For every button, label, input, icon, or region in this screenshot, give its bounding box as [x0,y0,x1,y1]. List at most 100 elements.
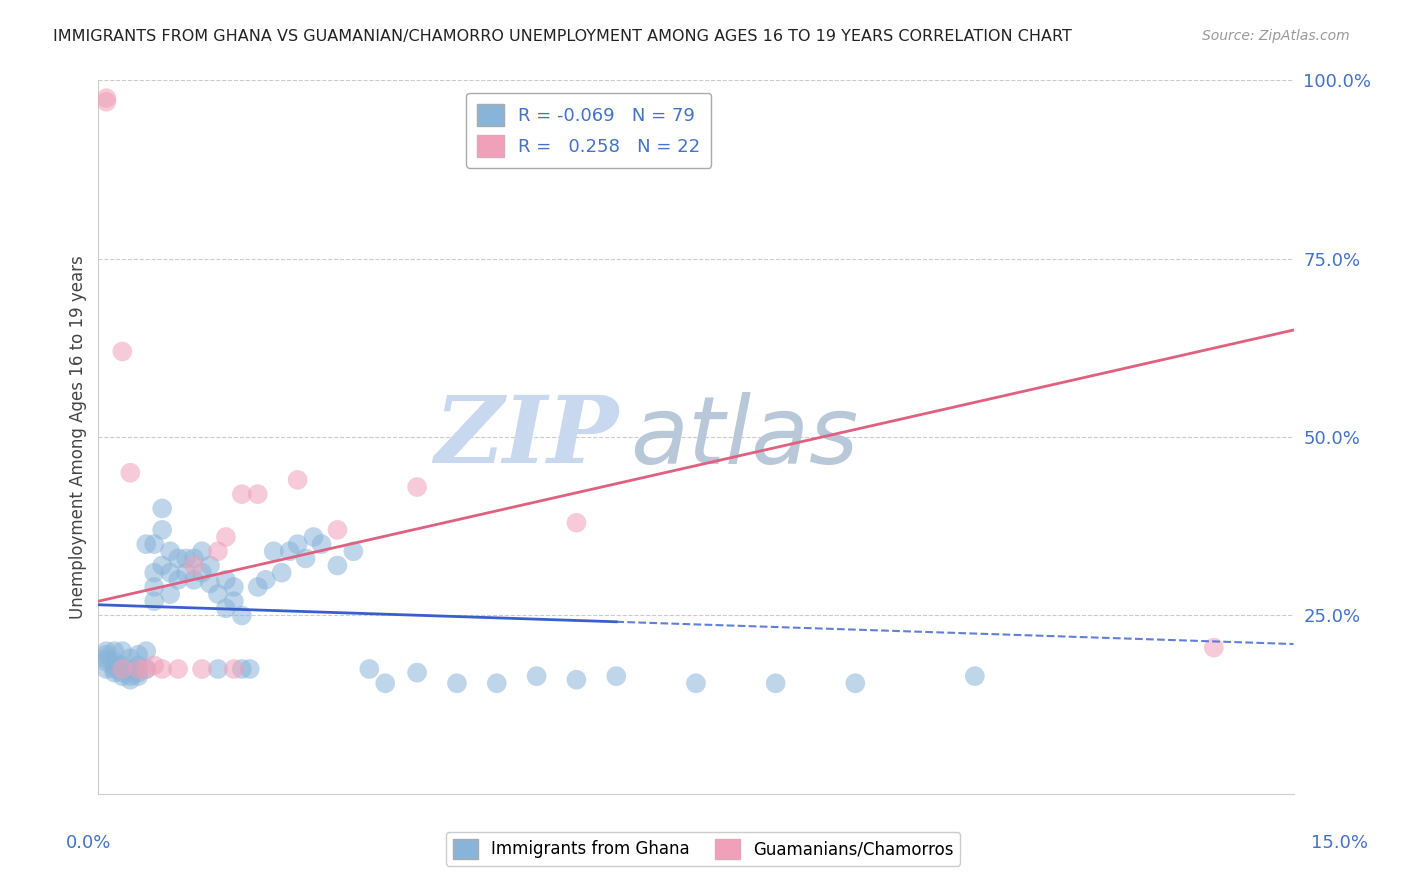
Point [222,580,245,594]
Point [287,537,309,551]
Point [326,523,349,537]
Point [326,558,349,573]
Point [143,594,166,608]
Point [111,662,134,676]
Point [96,648,118,662]
Point [174,551,197,566]
Point [103,665,125,680]
Point [111,658,134,673]
Point [150,501,173,516]
Point [159,587,181,601]
Point [135,644,157,658]
Point [246,487,269,501]
Point [120,673,142,687]
Point [278,544,301,558]
Point [302,530,325,544]
Point [198,558,221,573]
Point [174,566,197,580]
Point [270,566,292,580]
Point [605,669,627,683]
Point [120,669,142,683]
Point [239,662,262,676]
Point [254,573,277,587]
Point [191,566,214,580]
Point [565,516,588,530]
Point [167,551,190,566]
Point [159,544,181,558]
Point [685,676,707,690]
Point [207,544,229,558]
Point [96,91,118,105]
Point [215,573,238,587]
Point [222,594,245,608]
Point [111,669,134,683]
Point [191,662,214,676]
Point [103,658,125,673]
Text: 15.0%: 15.0% [1312,834,1368,852]
Point [215,601,238,615]
Point [359,662,381,676]
Point [103,644,125,658]
Point [120,466,142,480]
Point [111,665,134,680]
Point [406,665,429,680]
Point [167,573,190,587]
Point [96,644,118,658]
Point [96,655,118,669]
Text: IMMIGRANTS FROM GHANA VS GUAMANIAN/CHAMORRO UNEMPLOYMENT AMONG AGES 16 TO 19 YEA: IMMIGRANTS FROM GHANA VS GUAMANIAN/CHAMO… [53,29,1073,44]
Point [231,487,253,501]
Point [135,662,157,676]
Point [263,544,285,558]
Point [294,551,316,566]
Point [191,544,214,558]
Point [183,551,205,566]
Point [198,576,221,591]
Point [127,662,149,676]
Point [231,608,253,623]
Point [231,662,253,676]
Legend: Immigrants from Ghana, Guamanians/Chamorros: Immigrants from Ghana, Guamanians/Chamor… [446,832,960,866]
Point [135,662,157,676]
Point [127,665,149,680]
Point [143,580,166,594]
Y-axis label: Unemployment Among Ages 16 to 19 years: Unemployment Among Ages 16 to 19 years [69,255,87,619]
Point [963,669,986,683]
Point [143,566,166,580]
Point [207,587,229,601]
Point [150,662,173,676]
Point [844,676,866,690]
Point [406,480,429,494]
Point [765,676,787,690]
Point [96,662,118,676]
Point [103,662,125,676]
Point [246,580,269,594]
Point [127,662,149,676]
Point [127,658,149,673]
Text: Source: ZipAtlas.com: Source: ZipAtlas.com [1202,29,1350,43]
Point [159,566,181,580]
Point [96,651,118,665]
Point [311,537,333,551]
Point [222,662,245,676]
Point [183,558,205,573]
Point [183,573,205,587]
Point [215,530,238,544]
Point [127,669,149,683]
Point [135,537,157,551]
Point [485,676,508,690]
Point [342,544,364,558]
Point [96,95,118,109]
Point [111,662,134,676]
Point [150,558,173,573]
Point [374,676,396,690]
Point [120,662,142,676]
Text: ZIP: ZIP [434,392,619,482]
Legend: R = -0.069   N = 79, R =   0.258   N = 22: R = -0.069 N = 79, R = 0.258 N = 22 [465,93,711,168]
Point [287,473,309,487]
Point [111,644,134,658]
Point [207,662,229,676]
Point [111,344,134,359]
Point [143,537,166,551]
Point [167,662,190,676]
Point [127,648,149,662]
